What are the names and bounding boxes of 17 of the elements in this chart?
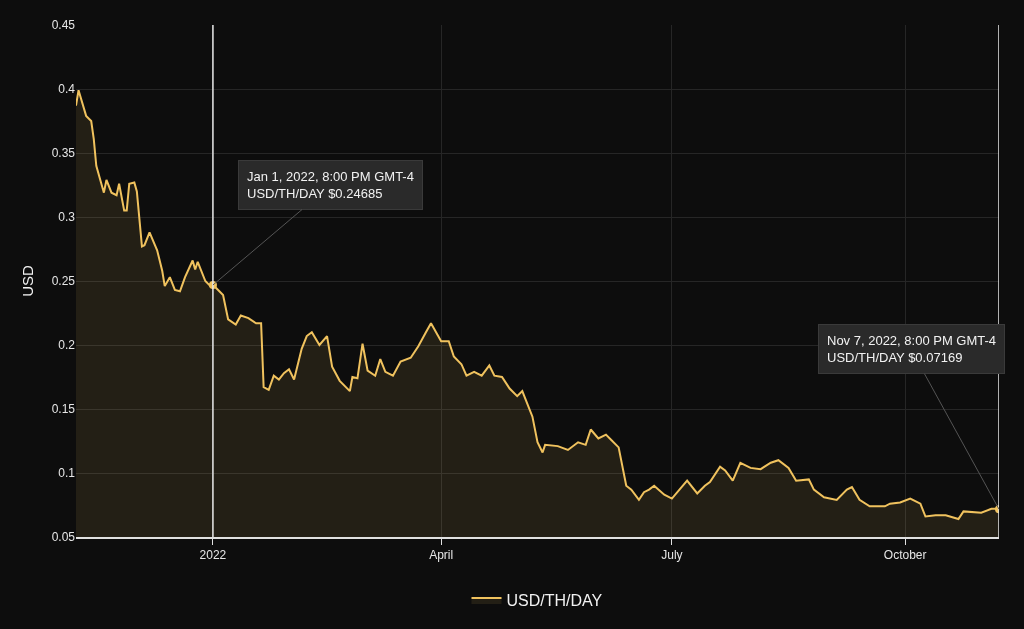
x-tick-label: July <box>661 548 683 563</box>
x-tick-label: April <box>429 548 454 563</box>
y-tick-label: 0.35 <box>51 146 76 161</box>
y-tick-label: 0.45 <box>51 18 76 33</box>
y-tick-label: 0.3 <box>58 210 76 225</box>
y-tick-label: 0.05 <box>51 530 76 545</box>
y-tick-label: 0.15 <box>51 402 76 417</box>
y-tick-label: 0.4 <box>58 82 76 97</box>
y-tick-label: 0.2 <box>58 338 76 353</box>
legend-label: USD/TH/DAY <box>506 592 603 610</box>
x-tick-label: October <box>883 548 927 563</box>
y-tick-label: 0.25 <box>51 274 76 289</box>
y-axis-title: USD <box>18 265 36 297</box>
annotation: Nov 7, 2022, 8:00 PM GMT-4 USD/TH/DAY $0.07169 <box>827 333 997 365</box>
x-tick-label: 2022 <box>199 548 227 563</box>
y-tick-label: 0.1 <box>58 466 76 481</box>
annotation: Jan 1, 2022, 8:00 PM GMT-4 USD/TH/DAY $0.24685 <box>247 169 414 201</box>
